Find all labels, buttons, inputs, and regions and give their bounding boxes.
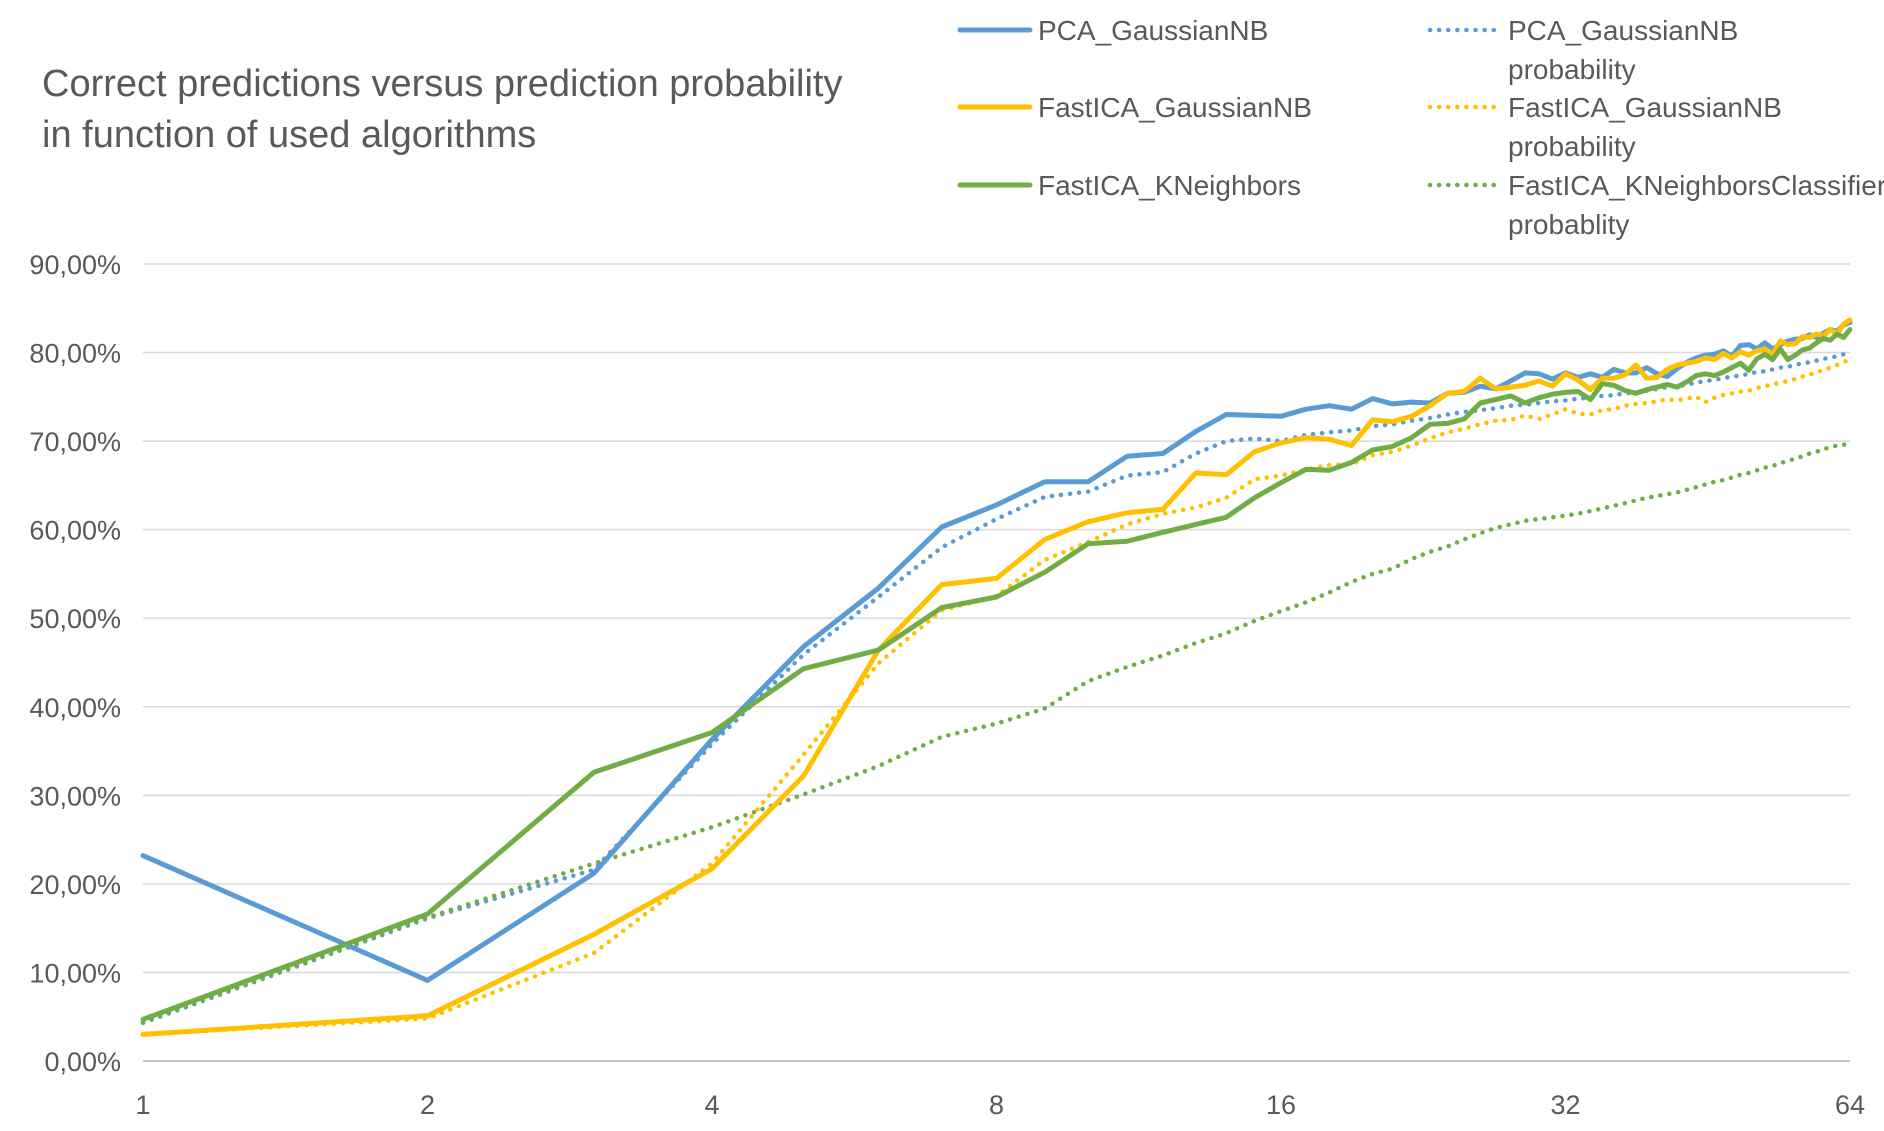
x-tick-label: 1: [135, 1090, 150, 1120]
y-tick-label: 50,00%: [29, 604, 121, 634]
legend-label: FastICA_GaussianNB: [1508, 92, 1782, 123]
y-tick-label: 80,00%: [29, 339, 121, 369]
legend-label: FastICA_KNeighbors: [1038, 170, 1301, 201]
series-lines: [140, 317, 1853, 1037]
y-tick-label: 70,00%: [29, 427, 121, 457]
y-tick-label: 60,00%: [29, 516, 121, 546]
legend-label: PCA_GaussianNB: [1038, 15, 1268, 46]
chart-title-line-1: Correct predictions versus prediction pr…: [42, 63, 842, 105]
chart-title-line-2: in function of used algorithms: [42, 114, 536, 156]
y-tick-label: 10,00%: [29, 958, 121, 988]
legend-label: FastICA_KNeighborsClassifier: [1508, 170, 1884, 201]
y-tick-label: 30,00%: [29, 781, 121, 811]
legend-label: probability: [1508, 54, 1636, 85]
x-axis-tick-labels: 1 2 4 8 16 32 64: [135, 1090, 1865, 1120]
legend-label: PCA_GaussianNB: [1508, 15, 1738, 46]
x-tick-label: 16: [1266, 1090, 1296, 1120]
series-line-fastica-kneighbors: [140, 327, 1853, 1022]
legend-label: probablity: [1508, 209, 1629, 240]
series-line-fastica-gaussiannb-probability: [140, 356, 1853, 1037]
x-tick-label: 2: [420, 1090, 435, 1120]
series-line-fastica-gaussiannb: [140, 317, 1853, 1037]
gridlines: [143, 263, 1850, 1062]
legend-label: probability: [1508, 131, 1636, 162]
x-tick-label: 8: [989, 1090, 1004, 1120]
y-tick-label: 90,00%: [29, 250, 121, 280]
y-tick-label: 0,00%: [44, 1047, 121, 1077]
x-tick-label: 64: [1835, 1090, 1865, 1120]
legend-label: FastICA_GaussianNB: [1038, 92, 1312, 123]
y-tick-label: 20,00%: [29, 870, 121, 900]
x-tick-label: 32: [1550, 1090, 1580, 1120]
x-tick-label: 4: [704, 1090, 719, 1120]
series-line-pca-gaussiannb: [140, 319, 1853, 983]
legend: PCA_GaussianNB PCA_GaussianNB probability F…: [957, 15, 1884, 240]
y-tick-label: 40,00%: [29, 693, 121, 723]
y-axis-tick-labels: 0,00% 10,00% 20,00% 30,00% 40,00% 50,00% 60,00…: [29, 250, 121, 1077]
series-line-fastica-kneighborsclassifier-probablity: [140, 441, 1853, 1025]
